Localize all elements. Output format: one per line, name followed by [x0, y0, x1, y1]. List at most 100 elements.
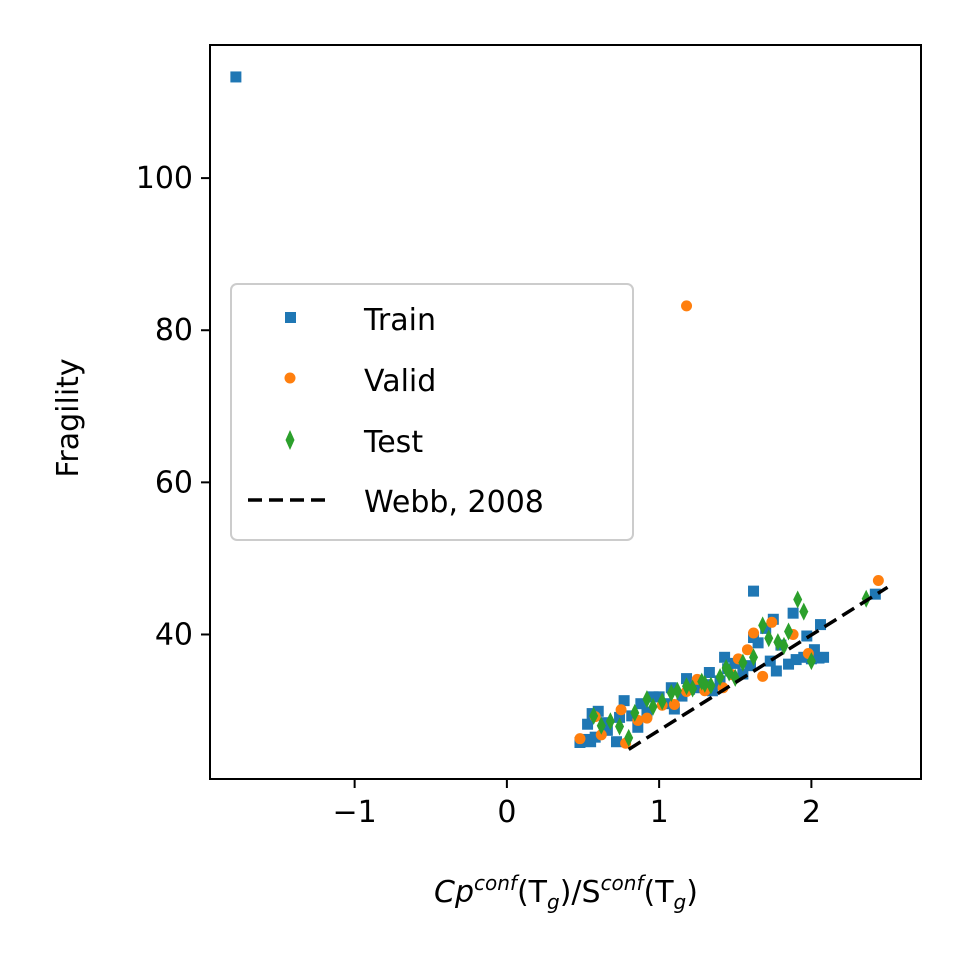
valid-point: [757, 670, 769, 682]
test-point: [749, 648, 759, 667]
valid-point: [641, 712, 653, 724]
train-point: [790, 654, 802, 666]
valid-point: [574, 733, 586, 745]
train-point: [787, 607, 799, 619]
train-point: [869, 588, 881, 600]
test-point: [682, 677, 692, 696]
test-point: [589, 706, 599, 725]
test-point: [657, 692, 667, 711]
valid-point: [615, 704, 627, 716]
test-point: [630, 703, 640, 722]
train-point: [798, 651, 810, 663]
valid-point: [748, 627, 760, 639]
x-label-sup-1: conf: [474, 871, 520, 895]
y-tick-label: 40: [155, 617, 193, 652]
train-point: [760, 622, 772, 634]
test-point: [615, 717, 625, 736]
valid-point: [668, 698, 680, 710]
legend-swatch-valid: [284, 372, 296, 384]
y-tick-label: 80: [155, 313, 193, 348]
x-tick-label: 2: [802, 795, 821, 830]
train-point: [744, 660, 756, 672]
valid-point: [681, 300, 693, 312]
test-point: [672, 681, 682, 700]
legend-swatch-train: [285, 312, 296, 323]
train-point: [764, 655, 776, 667]
train-point: [815, 619, 827, 631]
valid-point: [872, 574, 884, 586]
x-tick-label: 1: [650, 795, 669, 830]
legend-box: [230, 283, 634, 541]
train-point: [641, 706, 653, 718]
train-point: [618, 695, 630, 707]
test-point: [806, 652, 816, 671]
test-point: [715, 668, 725, 687]
test-point: [793, 590, 803, 609]
y-tick-label: 100: [136, 161, 193, 196]
x-tick-label: 0: [497, 795, 516, 830]
test-point: [642, 690, 652, 709]
train-point: [230, 71, 242, 83]
train-point: [614, 711, 626, 723]
train-point: [748, 585, 760, 597]
train-point: [592, 705, 604, 717]
train-point: [737, 668, 749, 680]
x-label-sup-2: conf: [601, 871, 647, 895]
x-label-mid-1: (T: [517, 875, 548, 910]
train-point: [676, 690, 688, 702]
test-point: [666, 684, 676, 703]
train-point: [719, 651, 731, 663]
y-tick-label: 60: [155, 465, 193, 500]
legend-label-valid: Valid: [364, 364, 436, 399]
train-point: [703, 667, 715, 679]
train-point: [770, 665, 782, 677]
axis-ticks: −1 0 1 2 40 60 80 100: [136, 161, 821, 830]
test-point: [799, 602, 809, 621]
webb-2008-fit-line: [627, 585, 889, 751]
test-point: [784, 622, 794, 641]
test-point: [605, 712, 615, 731]
train-point: [808, 644, 820, 656]
train-point: [601, 724, 613, 736]
train-point: [635, 698, 647, 710]
test-point: [721, 658, 731, 677]
train-point: [653, 691, 665, 703]
x-label-base: Cp: [434, 875, 474, 910]
train-point: [783, 658, 795, 670]
legend-label-webb: Webb, 2008: [364, 485, 544, 520]
plot-frame: [209, 44, 922, 780]
train-point: [818, 651, 830, 663]
x-tick-label: −1: [333, 795, 377, 830]
test-point: [648, 697, 658, 716]
test-point: [596, 716, 606, 735]
legend-label-test: Test: [363, 425, 423, 460]
train-point: [589, 731, 601, 743]
test-point: [738, 653, 748, 672]
x-label-end: ): [686, 875, 698, 910]
legend-swatch-test: [285, 430, 295, 450]
legend: Train Valid Test Webb, 2008: [230, 283, 634, 541]
test-point: [624, 728, 634, 747]
train-point: [647, 691, 659, 703]
valid-point: [741, 644, 753, 656]
test-point: [700, 674, 710, 693]
valid-point: [595, 729, 607, 741]
x-label-sub-1: g: [547, 890, 560, 914]
legend-label-train: Train: [363, 303, 436, 338]
y-axis-label: Fragility: [51, 358, 86, 477]
x-label-mid-3: (T: [644, 875, 675, 910]
x-label-sub-2: g: [674, 890, 687, 914]
x-axis-label: Cpconf(Tg)/Sconf(Tg): [434, 871, 698, 914]
train-point: [632, 721, 644, 733]
x-label-mid-2: )/S: [560, 875, 601, 910]
test-point: [706, 676, 716, 695]
train-point: [611, 736, 623, 748]
train-point: [626, 710, 638, 722]
test-point: [758, 616, 768, 635]
train-point: [691, 682, 703, 694]
test-point: [688, 679, 698, 698]
test-point: [779, 636, 789, 655]
train-point: [582, 718, 594, 730]
data-marks: [230, 71, 889, 751]
